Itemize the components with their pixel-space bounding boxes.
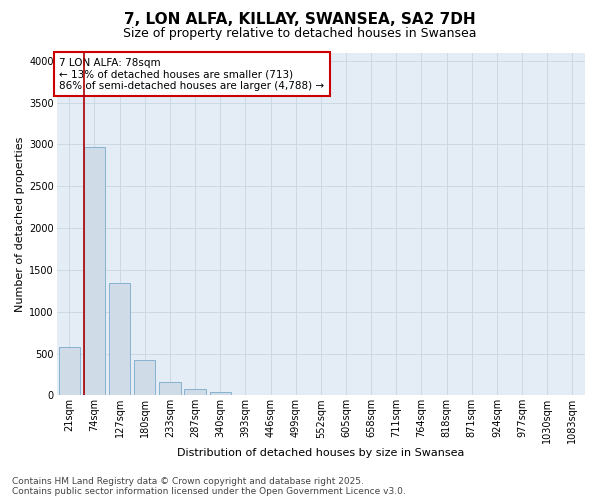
Bar bbox=[209, 392, 231, 396]
Text: Size of property relative to detached houses in Swansea: Size of property relative to detached ho… bbox=[123, 28, 477, 40]
Text: 7, LON ALFA, KILLAY, SWANSEA, SA2 7DH: 7, LON ALFA, KILLAY, SWANSEA, SA2 7DH bbox=[124, 12, 476, 28]
Text: 7 LON ALFA: 78sqm
← 13% of detached houses are smaller (713)
86% of semi-detache: 7 LON ALFA: 78sqm ← 13% of detached hous… bbox=[59, 58, 325, 91]
Bar bbox=[109, 284, 130, 396]
Bar bbox=[159, 382, 181, 396]
Bar bbox=[59, 347, 80, 396]
Bar bbox=[84, 147, 105, 396]
Bar bbox=[134, 360, 155, 396]
X-axis label: Distribution of detached houses by size in Swansea: Distribution of detached houses by size … bbox=[177, 448, 464, 458]
Y-axis label: Number of detached properties: Number of detached properties bbox=[15, 136, 25, 312]
Text: Contains HM Land Registry data © Crown copyright and database right 2025.
Contai: Contains HM Land Registry data © Crown c… bbox=[12, 476, 406, 496]
Bar bbox=[184, 389, 206, 396]
